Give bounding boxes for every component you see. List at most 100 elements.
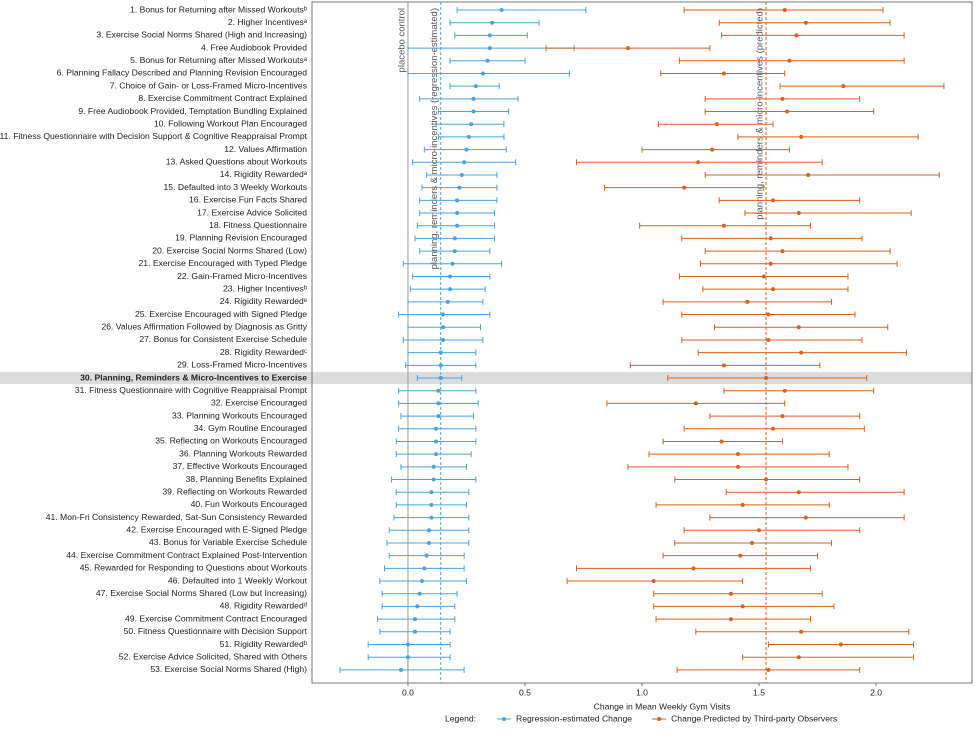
- point: [420, 579, 424, 584]
- point: [448, 274, 453, 279]
- x-tick-label: 1.0: [636, 687, 648, 697]
- point: [434, 439, 439, 444]
- category-label: 34. Gym Routine Encouraged: [194, 423, 307, 433]
- legend-label: Regression-estimated Change: [516, 713, 632, 723]
- point: [485, 58, 490, 63]
- point: [487, 33, 492, 38]
- point: [405, 642, 410, 647]
- point: [457, 185, 462, 190]
- point: [691, 566, 696, 571]
- point: [768, 236, 773, 241]
- category-label: 41. Mon-Fri Consistency Rewarded, Sat-Su…: [46, 512, 307, 522]
- category-label: 22. Gain-Framed Micro-Incentives: [177, 271, 307, 281]
- point: [441, 325, 446, 330]
- point: [499, 8, 504, 12]
- point: [757, 528, 762, 533]
- point: [721, 223, 726, 228]
- point: [455, 223, 460, 228]
- category-label: 7. Choice of Gain- or Loss-Framed Micro-…: [110, 80, 307, 90]
- category-label: 15. Defaulted into 3 Weekly Workouts: [164, 182, 307, 192]
- point: [803, 515, 808, 520]
- category-label: 18. Fitness Questionnaire: [209, 220, 307, 230]
- category-label: 5. Bonus for Returning after Missed Work…: [130, 55, 308, 65]
- point: [459, 172, 464, 177]
- point: [441, 337, 446, 342]
- point: [771, 198, 776, 203]
- category-label: 47. Exercise Social Norms Shared (Low bu…: [96, 588, 307, 598]
- point: [766, 667, 771, 672]
- category-label: 24. Rigidity Rewardedᵉ: [220, 296, 307, 306]
- point: [714, 122, 719, 127]
- point: [693, 401, 698, 406]
- category-label: 28. Rigidity Rewardedᶜ: [220, 347, 307, 357]
- category-label: 35. Reflecting on Workouts Encouraged: [155, 436, 307, 446]
- category-label: 23. Higher Incentivesᵇ: [223, 283, 307, 293]
- point: [471, 109, 476, 114]
- point: [398, 667, 403, 672]
- point: [438, 350, 443, 355]
- category-label: 27. Bonus for Consistent Exercise Schedu…: [139, 334, 307, 344]
- category-label: 4. Free Audiobook Provided: [201, 42, 307, 52]
- point: [750, 540, 754, 545]
- point: [768, 261, 773, 266]
- legend-title: Legend:: [445, 713, 476, 723]
- reference-label: placebo control: [396, 8, 407, 72]
- point: [424, 553, 429, 558]
- point: [452, 249, 457, 254]
- category-label: 45. Rewarded for Responding to Questions…: [80, 563, 307, 573]
- point: [455, 211, 460, 216]
- category-label: 38. Planning Benefits Explained: [186, 474, 308, 484]
- legend-dot: [657, 717, 662, 721]
- legend-dot: [502, 717, 506, 721]
- category-label: 31. Fitness Questionnaire with Cognitive…: [75, 385, 308, 395]
- point: [803, 20, 808, 25]
- point: [448, 287, 453, 292]
- point: [740, 604, 745, 609]
- point: [761, 274, 766, 279]
- point: [464, 147, 469, 152]
- point: [441, 312, 446, 317]
- point: [405, 655, 410, 660]
- point: [452, 236, 457, 241]
- category-label: 19. Planning Revision Encouraged: [175, 233, 307, 243]
- category-label: 8. Exercise Commitment Contract Explaine…: [138, 93, 307, 103]
- point: [766, 337, 771, 342]
- category-label: 52. Exercise Advice Solicited, Shared wi…: [119, 651, 307, 661]
- point: [422, 566, 427, 571]
- point: [740, 502, 745, 507]
- point: [764, 376, 769, 381]
- point: [799, 629, 804, 634]
- category-label: 13. Asked Questions about Workouts: [166, 157, 307, 167]
- point: [787, 58, 792, 63]
- point: [780, 414, 785, 419]
- point: [434, 452, 439, 457]
- category-label: 9. Free Audiobook Provided, Temptation B…: [78, 106, 307, 116]
- category-label: 6. Planning Fallacy Described and Planni…: [57, 68, 308, 78]
- category-label: 46. Defaulted into 1 Weekly Workout: [168, 575, 308, 585]
- point: [412, 617, 417, 622]
- category-label: 33. Planning Workouts Encouraged: [172, 410, 307, 420]
- point: [738, 553, 743, 558]
- category-label: 44. Exercise Commitment Contract Explain…: [66, 550, 307, 560]
- category-label: 2. Higher Incentivesᵃ: [228, 17, 308, 27]
- point: [771, 287, 776, 292]
- point: [771, 426, 776, 431]
- category-label: 37. Effective Workouts Encouraged: [173, 461, 308, 471]
- point: [651, 579, 656, 584]
- category-label: 20. Exercise Social Norms Shared (Low): [152, 245, 307, 255]
- point: [806, 172, 811, 177]
- point: [728, 617, 733, 622]
- category-label: 50. Fitness Questionnaire with Decision …: [124, 626, 308, 636]
- point: [462, 160, 467, 165]
- category-label: 40. Fun Workouts Encouraged: [191, 499, 308, 509]
- category-label: 48. Rigidity Rewardedᵈ: [220, 601, 307, 611]
- point: [841, 84, 846, 89]
- point: [719, 439, 724, 444]
- category-label: 30. Planning, Reminders & Micro-Incentiv…: [80, 372, 307, 382]
- point: [764, 477, 769, 482]
- category-label: 11. Fitness Questionnaire with Decision …: [0, 131, 308, 141]
- point: [721, 363, 726, 368]
- point: [780, 96, 785, 101]
- category-label: 29. Loss-Framed Micro-Incentives: [177, 360, 307, 370]
- category-label: 25. Exercise Encouraged with Signed Pled…: [135, 309, 307, 319]
